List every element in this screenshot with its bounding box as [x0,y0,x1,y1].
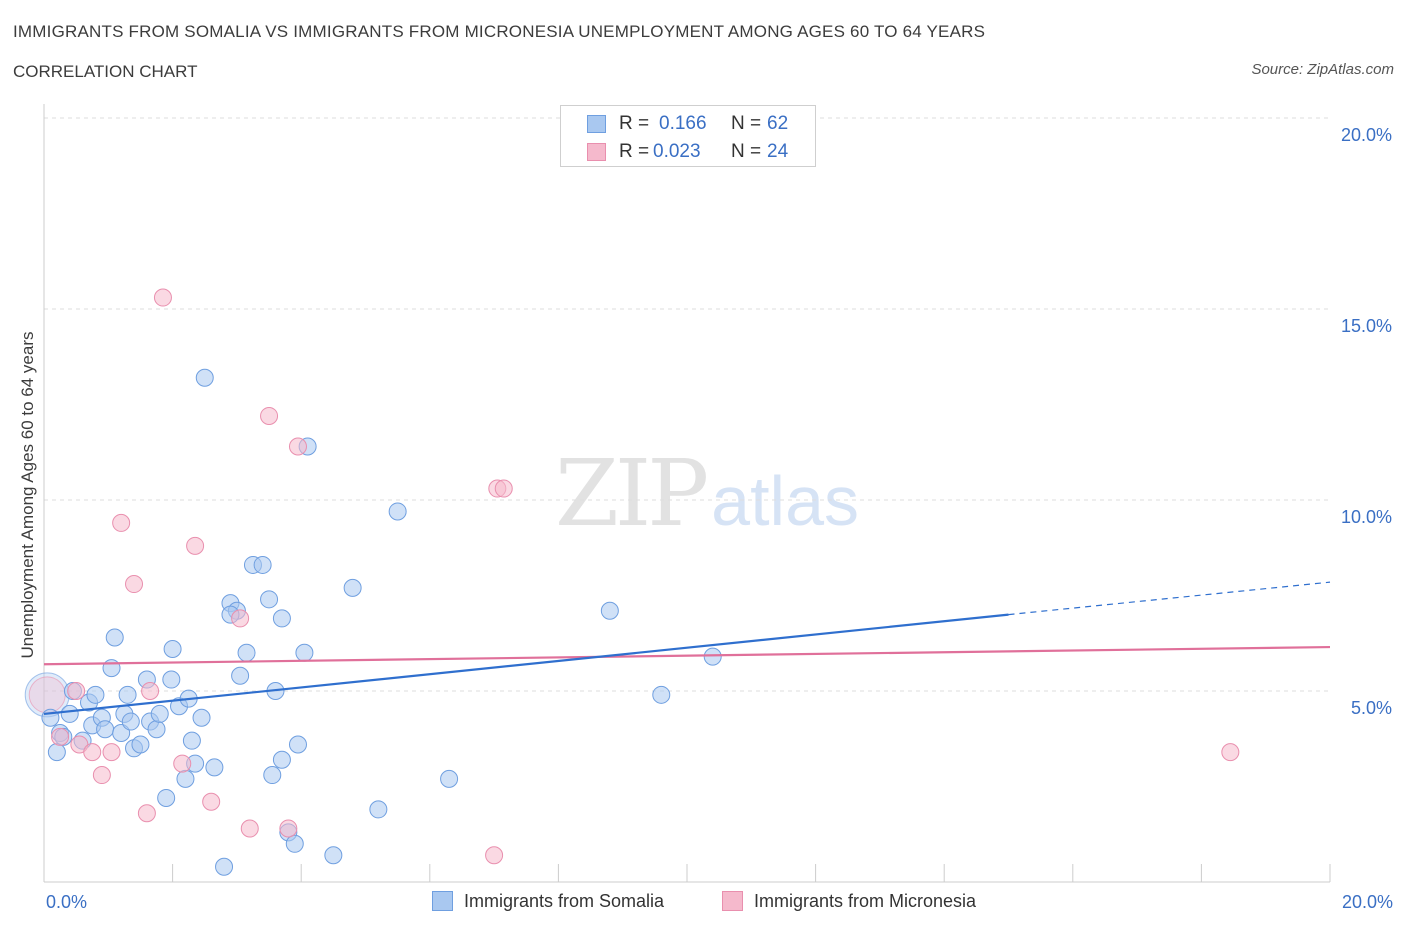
y-tick-label: 15.0% [1341,316,1392,336]
micronesia-point [173,754,192,773]
somalia-point [118,685,137,704]
micronesia-point [67,682,86,700]
somalia-point [176,769,195,788]
somalia-point [285,834,304,853]
somalia-point [192,708,211,727]
somalia-point [263,766,282,785]
somalia-point [182,731,201,750]
micronesia-point [153,288,172,307]
n-value: 62 [767,113,789,134]
r-value: 0.023 [653,141,701,162]
chart-title: IMMIGRANTS FROM SOMALIA VS IMMIGRANTS FR… [13,22,986,41]
micronesia-swatch [587,143,606,161]
micronesia-point [260,406,279,425]
somalia-point [157,788,176,807]
micronesia-point [279,819,298,838]
x-tick-label: 20.0% [1342,892,1393,912]
somalia-point [162,670,181,689]
micronesia-point [125,575,144,594]
somalia-point [215,857,234,876]
somalia-point [324,846,343,865]
somalia-point [205,758,224,777]
legend-row-micronesia: R = 0.023 N = 24 [561,138,815,166]
micronesia-point [494,479,513,498]
somalia-point [86,685,105,704]
somalia-point [343,578,362,597]
somalia-point [112,724,131,743]
y-tick-label: 20.0% [1341,125,1392,145]
somalia-point [440,769,459,788]
micronesia-point [92,766,111,785]
somalia-point [652,685,671,704]
legend-row-somalia: R = 0.166 N = 62 [561,110,815,138]
r-label: R = [619,141,650,162]
somalia-point [260,590,279,609]
micronesia-point [1221,743,1240,762]
legend-label: Immigrants from Micronesia [754,891,977,911]
somalia-point [388,502,407,521]
somalia-point [295,643,314,662]
correlation-legend: R = 0.166 N = 62 R = 0.023 N = 24 [560,105,816,167]
micronesia-point [51,727,70,746]
micronesia-point [231,609,250,628]
micronesia-point [83,743,102,762]
micronesia-point [112,513,131,532]
somalia-point [96,720,115,739]
n-label: N = [731,113,762,134]
somalia-trendline [43,613,1009,716]
micronesia-point [137,804,156,823]
y-tick-label: 5.0% [1351,698,1392,718]
somalia-swatch [432,891,453,911]
somalia-point [272,750,291,769]
somalia-point [253,555,272,574]
somalia-point [150,704,169,723]
micronesia-point [288,437,307,456]
somalia-point [600,601,619,620]
somalia-point [147,720,166,739]
chart-subtitle: CORRELATION CHART [13,62,198,81]
somalia-point [102,659,121,678]
micronesia-point [202,792,221,811]
somalia-point [272,609,291,628]
somalia-point [60,704,79,723]
micronesia-point [28,676,66,714]
r-value: 0.166 [659,113,707,134]
somalia-point [231,666,250,685]
somalia-point [163,639,182,658]
r-label: R = [619,113,650,134]
somalia-point [369,800,388,819]
n-value: 24 [767,141,789,162]
legend-label: Immigrants from Somalia [464,891,665,911]
micronesia-swatch [722,891,743,911]
x-tick-label: 0.0% [46,892,87,912]
micronesia-point [485,846,504,865]
somalia-point [288,735,307,754]
micronesia-trendline [43,645,1331,666]
micronesia-point [186,536,205,555]
somalia-point [47,743,66,762]
somalia-trendline-extension [1008,581,1331,616]
source-label: Source: ZipAtlas.com [1251,61,1394,78]
somalia-point [703,647,722,666]
n-label: N = [731,141,762,162]
somalia-point [105,628,124,647]
micronesia-point [141,682,160,700]
somalia-point [195,368,214,387]
micronesia-point [102,743,121,762]
somalia-point [131,735,150,754]
somalia-point [237,643,256,662]
somalia-swatch [587,115,606,133]
somalia-point [121,712,140,731]
y-tick-label: 10.0% [1341,507,1392,527]
micronesia-point [240,819,259,838]
